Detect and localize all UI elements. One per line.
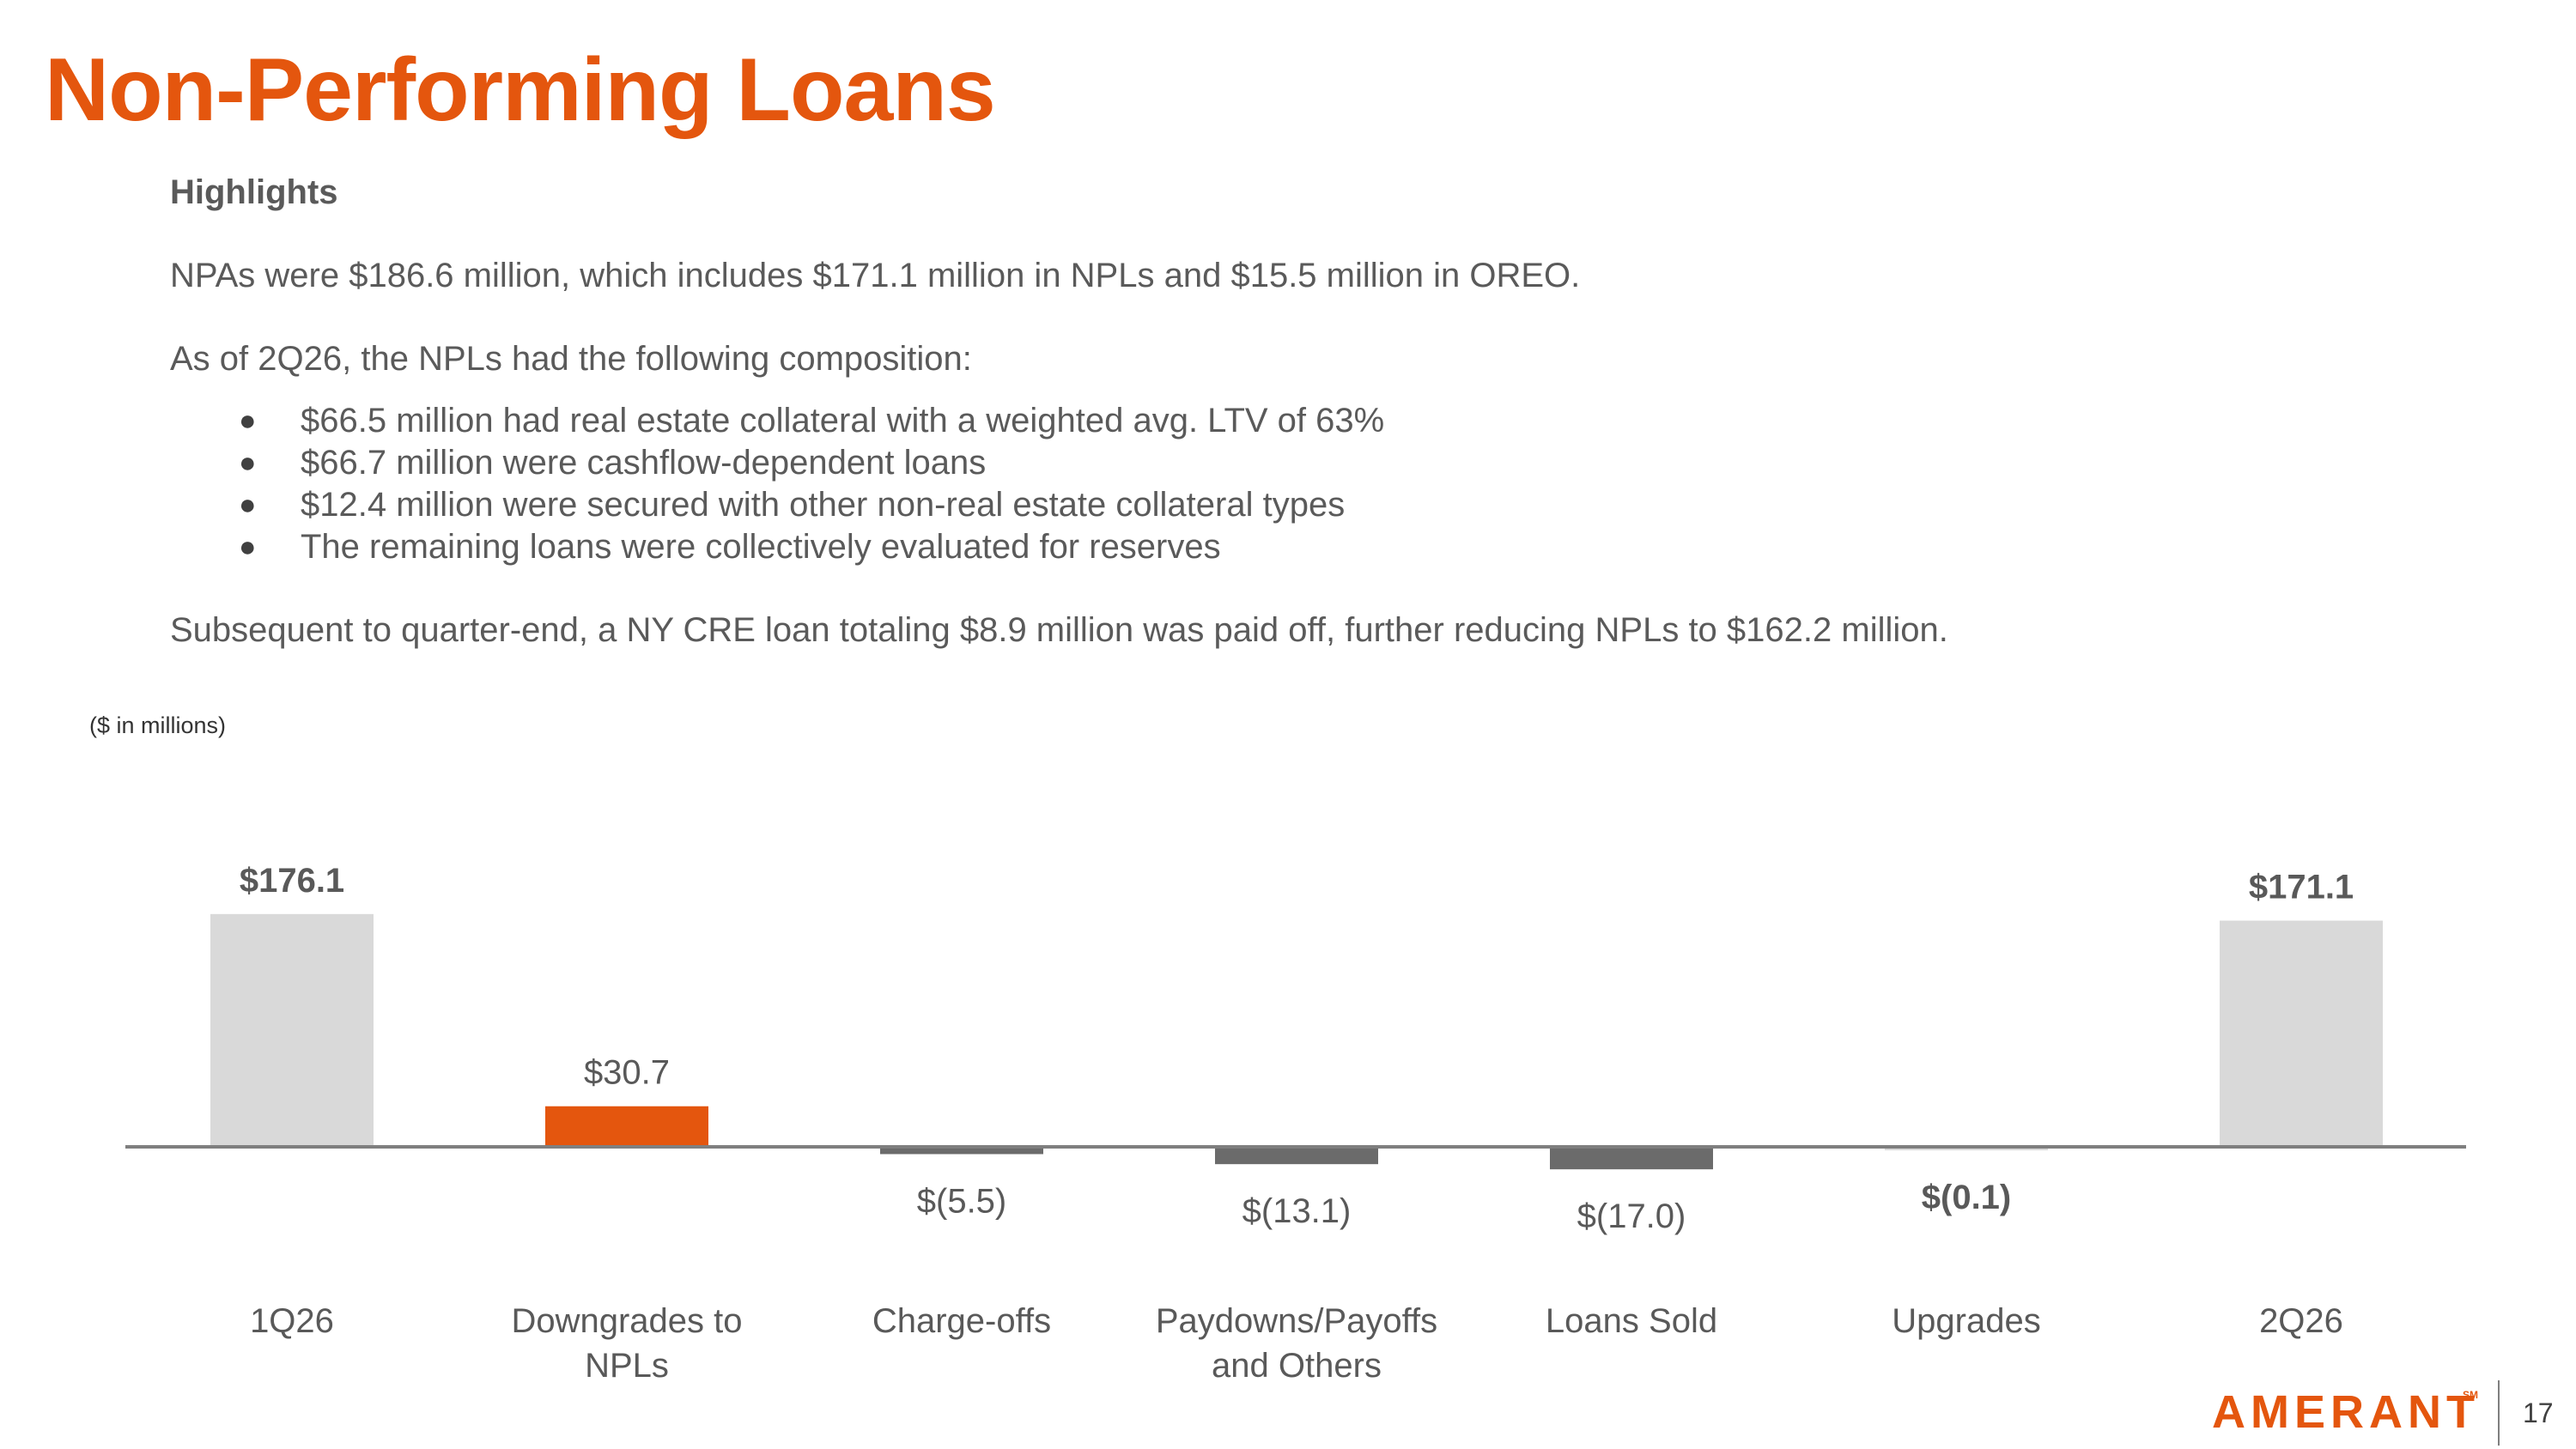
bar-loans-sold — [1550, 1147, 1713, 1170]
data-label: $171.1 — [2249, 869, 2354, 906]
highlights-heading: Highlights — [170, 173, 338, 211]
data-label: $(5.5) — [917, 1182, 1007, 1220]
bar-downgrades-to-npls — [545, 1106, 708, 1147]
composition-item: ● $66.5 million had real estate collatera… — [170, 400, 2317, 442]
data-label: $(13.1) — [1242, 1192, 1352, 1230]
bar-2q26 — [2220, 920, 2383, 1147]
data-label: $(0.1) — [1922, 1179, 2012, 1216]
subsequent-note: Subsequent to quarter-end, a NY CRE loan… — [170, 611, 1948, 650]
category-label: 1Q26 — [250, 1302, 334, 1340]
bullet-icon: ● — [239, 530, 257, 564]
category-label: 2Q26 — [2259, 1302, 2343, 1340]
data-label: $176.1 — [240, 862, 344, 900]
bullet-icon: ● — [239, 446, 257, 480]
logo-service-mark: SM — [2463, 1389, 2478, 1401]
category-label: Upgrades — [1892, 1302, 2040, 1340]
units-note: ($ in millions) — [89, 712, 227, 738]
composition-item: ● $66.7 million were cashflow-dependent l… — [170, 442, 2317, 484]
composition-item: ● $12.4 million were secured with other n… — [170, 484, 2317, 526]
composition-list: ● $66.5 million had real estate collatera… — [170, 400, 2317, 568]
footer-divider — [2498, 1380, 2500, 1446]
data-label: $30.7 — [584, 1054, 670, 1092]
category-label: Loans Sold — [1546, 1302, 1717, 1340]
category-label: and Others — [1212, 1347, 1382, 1385]
category-label: Charge-offs — [872, 1302, 1051, 1340]
page-number: 17 — [2523, 1397, 2554, 1428]
composition-item: ● The remaining loans were collectively e… — [170, 526, 2317, 568]
category-label: Paydowns/Payoffs — [1156, 1302, 1437, 1340]
bullet-icon: ● — [239, 404, 257, 438]
highlights-section: Highlights NPAs were $186.6 million, whi… — [170, 172, 2317, 693]
category-label: Downgrades to — [511, 1302, 742, 1340]
bar-paydowns-payoffs-and-others — [1215, 1147, 1378, 1165]
bar-1q26 — [210, 913, 374, 1147]
page-title: Non-Performing Loans — [45, 40, 996, 140]
bullet-icon: ● — [239, 488, 257, 522]
amerant-logo: AMERANT — [2212, 1386, 2480, 1438]
category-label: NPLs — [585, 1347, 669, 1385]
composition-lead: As of 2Q26, the NPLs had the following c… — [170, 339, 972, 378]
bar-charge-offs — [880, 1147, 1043, 1155]
data-label: $(17.0) — [1577, 1197, 1686, 1235]
highlights-intro: NPAs were $186.6 million, which includes… — [170, 256, 1581, 294]
